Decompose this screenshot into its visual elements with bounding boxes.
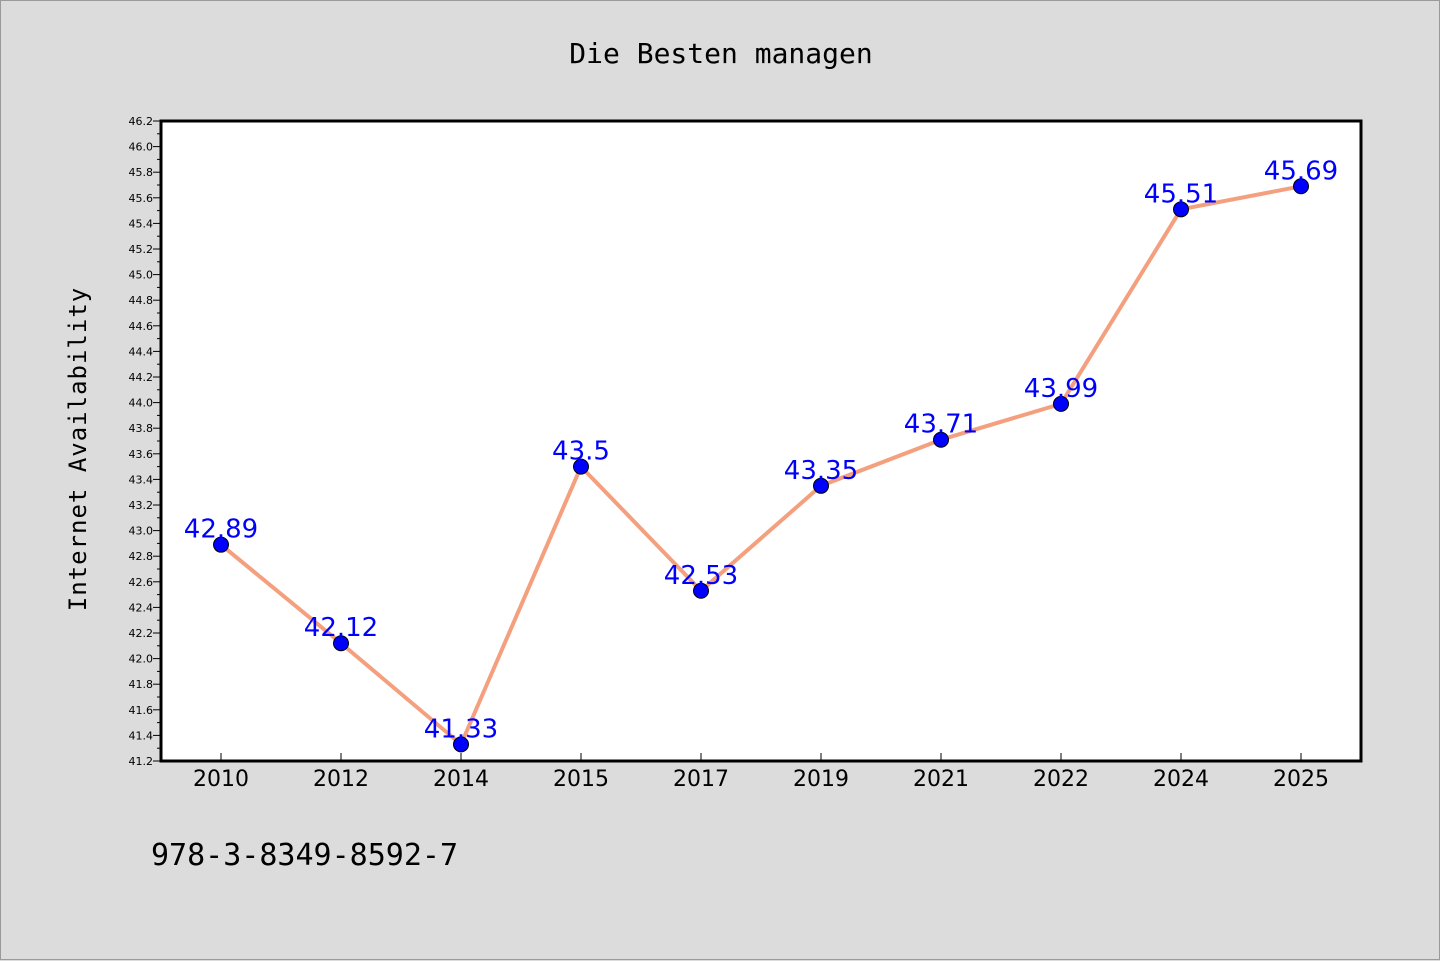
series-line-group	[219, 184, 1302, 747]
data-labels: 42.89 42.12 41.33 43.5 42.53 43.35 43.71 43.99 4…	[184, 156, 1338, 744]
y-tick-label: 43.4	[129, 473, 154, 486]
data-point-marker	[333, 635, 349, 652]
x-tick-label: 2014	[433, 767, 489, 792]
y-tick-label: 46.0	[129, 141, 154, 154]
data-point-label: 43.35	[784, 456, 858, 486]
y-tick-label: 44.2	[129, 371, 154, 384]
y-tick-label: 42.8	[129, 550, 154, 563]
y-axis-ticks: 41.2 41.4 41.6 41.8 42.0 42.2 42.4 42.6 42.8 43.0…	[129, 115, 161, 768]
y-tick-label: 45.2	[129, 243, 154, 256]
y-tick-label: 41.4	[129, 729, 154, 742]
y-tick-label: 44.4	[129, 345, 154, 358]
data-point-label: 43.99	[1024, 374, 1098, 404]
x-tick-label: 2025	[1273, 767, 1329, 792]
data-point-marker	[453, 736, 469, 753]
y-tick-label: 44.6	[129, 320, 154, 333]
x-tick-label: 2010	[193, 767, 249, 792]
y-tick-label: 42.6	[129, 576, 154, 589]
isbn-footnote: 978-3-8349-8592-7	[151, 838, 458, 873]
data-point-marker	[1293, 178, 1309, 195]
data-markers	[213, 178, 1309, 753]
y-tick-label: 42.2	[129, 627, 154, 640]
data-point-marker	[213, 536, 229, 553]
data-point-label: 42.53	[664, 561, 738, 591]
series-line	[219, 184, 1302, 747]
y-tick-label: 44.0	[129, 397, 154, 410]
chart-title: Die Besten managen	[569, 37, 872, 70]
y-tick-label: 42.4	[129, 601, 154, 614]
data-point-label: 42.89	[184, 515, 258, 545]
plot-border	[159, 119, 1363, 763]
y-axis-label: Internet Availability	[64, 287, 92, 611]
data-point-label: 45.69	[1264, 156, 1338, 186]
x-tick-label: 2024	[1153, 767, 1209, 792]
data-point-marker	[1173, 201, 1189, 218]
data-point-marker	[933, 431, 949, 448]
data-point-marker	[693, 582, 709, 599]
y-tick-label: 43.8	[129, 422, 154, 435]
y-tick-label: 41.2	[129, 755, 154, 768]
x-tick-label: 2012	[313, 767, 369, 792]
x-tick-label: 2021	[913, 767, 969, 792]
y-tick-label: 43.0	[129, 525, 154, 538]
data-point-marker	[1053, 395, 1069, 412]
data-point-marker	[813, 477, 829, 494]
data-point-marker	[573, 458, 589, 475]
x-tick-label: 2017	[673, 767, 729, 792]
x-tick-label: 2015	[553, 767, 609, 792]
data-point-label: 41.33	[424, 714, 498, 744]
data-point-label: 43.5	[552, 437, 610, 467]
x-tick-label: 2022	[1033, 767, 1089, 792]
y-tick-label: 42.0	[129, 653, 154, 666]
x-axis-ticks: 2010 2012 2014 2015 2017 2019 2021 2022 2024 2025	[193, 753, 1329, 792]
y-tick-label: 45.4	[129, 217, 154, 230]
y-tick-label: 46.2	[129, 115, 154, 128]
y-tick-label: 41.6	[129, 704, 154, 717]
y-tick-label: 45.8	[129, 166, 154, 179]
y-tick-label: 43.2	[129, 499, 154, 512]
data-point-label: 45.51	[1144, 179, 1218, 209]
data-point-label: 42.12	[304, 613, 378, 643]
plot-area	[161, 121, 1361, 761]
y-tick-label: 45.6	[129, 192, 154, 205]
y-tick-label: 44.8	[129, 294, 154, 307]
data-point-label: 43.71	[904, 410, 978, 440]
y-tick-label: 41.8	[129, 678, 154, 691]
y-tick-label: 45.0	[129, 269, 154, 282]
y-tick-label: 43.6	[129, 448, 154, 461]
x-tick-label: 2019	[793, 767, 849, 792]
